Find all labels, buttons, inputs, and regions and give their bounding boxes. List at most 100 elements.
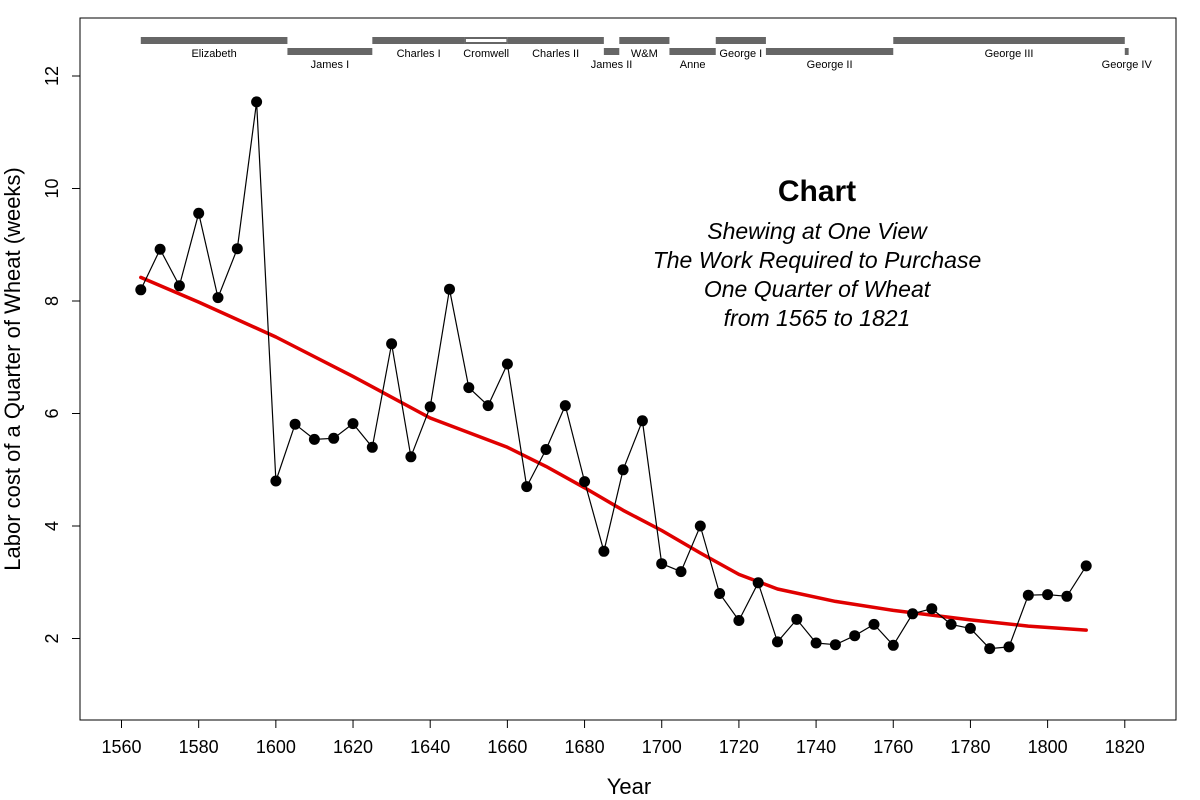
chart-subtitle-line-1: Shewing at One View xyxy=(707,218,928,244)
data-point xyxy=(251,96,263,108)
y-tick-label: 4 xyxy=(42,521,62,531)
x-tick-label: 1560 xyxy=(101,737,141,757)
reign-label: George II xyxy=(807,59,853,71)
chart-subtitle-line-3: One Quarter of Wheat xyxy=(704,276,932,302)
reign-bar xyxy=(372,37,465,44)
reign-label: Elizabeth xyxy=(191,48,236,60)
reign-bar-commonwealth-inset xyxy=(465,39,507,42)
reign-bar xyxy=(893,37,1125,44)
reign-bar xyxy=(140,37,288,44)
reign-bar xyxy=(603,48,620,55)
plot-frame xyxy=(79,17,1177,721)
reign-timeline: Elizabeth James I Charles I Cromwell Charles… xyxy=(140,37,1153,71)
data-point xyxy=(1061,590,1073,602)
data-point xyxy=(328,432,340,444)
y-tick-label: 2 xyxy=(42,633,62,643)
y-axis: 2 4 6 8 10 12 xyxy=(42,66,81,644)
x-tick-label: 1680 xyxy=(565,737,605,757)
x-tick-label: 1580 xyxy=(179,737,219,757)
reign-bar xyxy=(507,37,604,44)
data-point xyxy=(482,400,494,412)
data-point xyxy=(964,622,976,634)
data-point xyxy=(173,280,185,292)
reign-bar xyxy=(669,48,716,55)
data-point xyxy=(135,284,147,296)
data-point xyxy=(675,566,687,578)
data-point xyxy=(386,338,398,350)
reign-label: W&M xyxy=(631,48,658,60)
x-tick-label: 1700 xyxy=(642,737,682,757)
data-point xyxy=(212,292,224,304)
data-point xyxy=(829,639,841,651)
data-point xyxy=(887,639,899,651)
reign-label: Anne xyxy=(680,59,706,71)
data-point xyxy=(1042,589,1054,601)
data-point xyxy=(945,618,957,630)
x-tick-label: 1740 xyxy=(796,737,836,757)
reign-bar xyxy=(765,48,894,55)
data-point xyxy=(984,643,996,655)
x-tick-label: 1640 xyxy=(410,737,450,757)
data-point xyxy=(270,475,282,487)
data-line xyxy=(140,101,1087,650)
reign-label: George I xyxy=(719,48,762,60)
data-point xyxy=(926,603,938,615)
data-points-layer xyxy=(135,96,1092,655)
data-point xyxy=(907,608,919,620)
x-tick-label: 1720 xyxy=(719,737,759,757)
data-point xyxy=(810,637,822,649)
data-point xyxy=(617,464,629,476)
data-point xyxy=(1080,560,1092,572)
reign-label: Charles II xyxy=(532,48,579,60)
data-point xyxy=(540,444,552,455)
data-point xyxy=(424,401,436,413)
x-axis-title: Year xyxy=(607,774,651,799)
x-tick-label: 1820 xyxy=(1105,737,1145,757)
data-point xyxy=(289,418,301,430)
data-point xyxy=(791,613,803,625)
chart-subtitle-line-2: The Work Required to Purchase xyxy=(653,247,982,273)
data-point xyxy=(579,476,591,488)
reign-bar xyxy=(715,37,766,44)
data-point xyxy=(1022,589,1034,601)
data-point xyxy=(501,358,513,370)
reign-label: James I xyxy=(311,59,350,71)
data-point xyxy=(521,481,533,493)
data-point xyxy=(444,283,455,295)
data-point xyxy=(849,630,861,642)
smooth-trend-line xyxy=(139,275,1088,632)
reign-bar xyxy=(287,48,373,55)
data-point xyxy=(154,243,166,255)
data-point xyxy=(694,520,706,532)
y-tick-label: 10 xyxy=(42,178,62,198)
data-point xyxy=(772,636,783,648)
reign-bar xyxy=(619,37,670,44)
data-point xyxy=(733,615,745,626)
smooth-trend-layer xyxy=(139,275,1088,632)
reign-bar xyxy=(1124,48,1129,55)
reign-label: Cromwell xyxy=(463,48,509,60)
data-point xyxy=(366,441,378,453)
reign-label: George III xyxy=(985,48,1034,60)
data-point xyxy=(752,577,764,589)
reign-label: Charles I xyxy=(397,48,441,60)
x-tick-label: 1660 xyxy=(487,737,527,757)
x-tick-label: 1620 xyxy=(333,737,373,757)
data-point xyxy=(559,400,571,412)
data-point xyxy=(405,451,417,463)
data-point xyxy=(1003,641,1015,653)
chart-title: Chart xyxy=(778,175,856,208)
data-line-layer xyxy=(140,101,1087,650)
data-point xyxy=(656,558,668,570)
x-tick-label: 1600 xyxy=(256,737,296,757)
y-tick-label: 12 xyxy=(42,66,62,86)
reign-label: James II xyxy=(591,59,633,71)
data-point xyxy=(231,243,243,255)
data-point xyxy=(598,545,610,557)
x-tick-label: 1780 xyxy=(950,737,990,757)
data-point xyxy=(636,415,648,427)
reign-label: George IV xyxy=(1102,59,1153,71)
x-tick-label: 1760 xyxy=(873,737,913,757)
